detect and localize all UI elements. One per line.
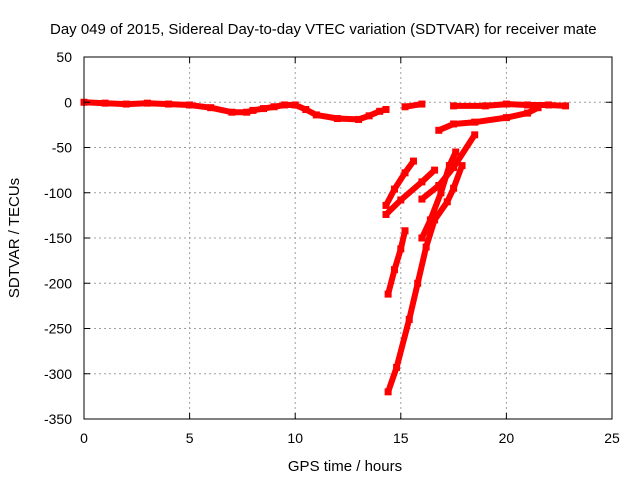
x-tick-label: 5 — [186, 430, 194, 446]
data-point — [437, 189, 445, 197]
data-point — [435, 182, 443, 190]
data-point — [260, 105, 268, 113]
y-axis-label: SDTVAR / TECUs — [6, 178, 23, 298]
data-point — [401, 227, 409, 235]
axis-ticks: 50 0 -50 -100 -150 -200 -250 -300 -350 0 5 10 15 20 25 — [44, 49, 620, 446]
data-point — [302, 105, 310, 113]
data-point — [405, 315, 413, 323]
y-tick-label: -100 — [44, 185, 72, 201]
data-point — [207, 104, 215, 112]
data-point — [450, 184, 458, 192]
data-point — [481, 102, 489, 110]
data-point — [333, 115, 341, 123]
data-point — [562, 102, 570, 110]
chart-title: Day 049 of 2015, Sidereal Day-to-day VTE… — [50, 21, 597, 38]
data-point — [384, 388, 392, 396]
y-tick-label: -350 — [44, 411, 72, 427]
data-point — [355, 115, 363, 123]
data-point — [452, 148, 460, 156]
data-point — [458, 162, 466, 170]
data-point — [384, 290, 392, 298]
data-point — [365, 112, 373, 120]
y-tick-label: 0 — [64, 94, 72, 110]
data-point — [393, 363, 401, 371]
data-point — [382, 210, 390, 218]
x-axis-label: GPS time / hours — [288, 458, 402, 475]
data-point — [243, 108, 251, 116]
data-point — [418, 178, 426, 186]
data-point — [445, 162, 453, 170]
data-point — [431, 166, 439, 174]
series-descending-arc-b — [383, 167, 438, 218]
x-tick-label: 25 — [604, 430, 620, 446]
data-point — [143, 99, 151, 107]
data-point — [418, 100, 426, 108]
data-point — [312, 111, 320, 119]
data-point — [390, 266, 398, 274]
x-tick-label: 15 — [393, 430, 409, 446]
data-point — [376, 107, 384, 115]
series-deep-arc-a — [385, 227, 408, 298]
data-point — [249, 106, 257, 114]
data-point — [524, 109, 532, 117]
y-tick-label: -50 — [52, 140, 72, 156]
data-point — [502, 114, 510, 122]
data-point — [122, 100, 130, 108]
data-point — [431, 216, 439, 224]
y-tick-label: -200 — [44, 275, 72, 291]
data-point — [401, 169, 409, 177]
data-point — [101, 99, 109, 107]
data-point — [401, 103, 409, 111]
x-tick-label: 20 — [499, 430, 515, 446]
data-point — [435, 126, 443, 134]
data-point — [450, 102, 458, 110]
data-point — [382, 105, 390, 113]
data-point — [382, 201, 390, 209]
data-point — [397, 245, 405, 253]
data-point — [397, 196, 405, 204]
data-point — [418, 234, 426, 242]
y-tick-label: -250 — [44, 321, 72, 337]
data-point — [422, 243, 430, 251]
data-point — [164, 100, 172, 108]
data-point — [281, 101, 289, 109]
data-point — [414, 279, 422, 287]
x-tick-label: 10 — [287, 430, 303, 446]
y-tick-label: 50 — [56, 49, 72, 65]
y-tick-label: -300 — [44, 366, 72, 382]
data-point — [471, 118, 479, 126]
data-point — [471, 131, 479, 139]
data-point — [545, 101, 553, 109]
data-point — [450, 120, 458, 128]
series-descending-arc-a — [383, 158, 417, 209]
data-point — [418, 195, 426, 203]
data-point — [390, 185, 398, 193]
data-point — [450, 163, 458, 171]
data-point — [186, 101, 194, 109]
data-point — [524, 101, 532, 109]
data-point — [502, 100, 510, 108]
x-tick-label: 0 — [80, 430, 88, 446]
data-point — [426, 216, 434, 224]
data-series — [80, 98, 570, 396]
data-point — [443, 198, 451, 206]
data-point — [291, 101, 299, 109]
data-point — [409, 157, 417, 165]
y-tick-label: -150 — [44, 230, 72, 246]
data-point — [270, 103, 278, 111]
data-point — [534, 104, 542, 112]
data-point — [228, 108, 236, 116]
